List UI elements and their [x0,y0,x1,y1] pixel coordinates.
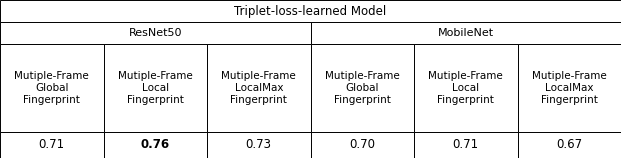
Text: Mutiple-Frame
Local
Fingerprint: Mutiple-Frame Local Fingerprint [118,71,193,105]
Bar [0,22,310,44]
Bar [414,132,517,158]
Bar [104,132,207,158]
Bar [517,132,621,158]
Bar [0,44,104,132]
Text: Mutiple-Frame
LocalMax
Fingerprint: Mutiple-Frame LocalMax Fingerprint [221,71,296,105]
Text: Mutiple-Frame
LocalMax
Fingerprint: Mutiple-Frame LocalMax Fingerprint [532,71,607,105]
Text: 0.71: 0.71 [453,139,479,152]
Bar [310,132,414,158]
Bar [310,44,414,132]
Text: ResNet50: ResNet50 [129,28,182,38]
Text: Mutiple-Frame
Local
Fingerprint: Mutiple-Frame Local Fingerprint [428,71,503,105]
Text: 0.70: 0.70 [349,139,375,152]
Bar [0,0,621,22]
Text: Triplet-loss-learned Model: Triplet-loss-learned Model [234,4,387,18]
Text: 0.71: 0.71 [39,139,65,152]
Bar [104,44,207,132]
Bar [207,132,310,158]
Text: 0.73: 0.73 [246,139,272,152]
Text: Mutiple-Frame
Global
Fingerprint: Mutiple-Frame Global Fingerprint [325,71,400,105]
Bar [0,132,104,158]
Bar [517,44,621,132]
Bar [207,44,310,132]
Text: 0.76: 0.76 [141,139,170,152]
Text: 0.67: 0.67 [556,139,582,152]
Text: Mutiple-Frame
Global
Fingerprint: Mutiple-Frame Global Fingerprint [14,71,89,105]
Bar [414,44,517,132]
Bar [310,22,621,44]
Text: MobileNet: MobileNet [438,28,494,38]
